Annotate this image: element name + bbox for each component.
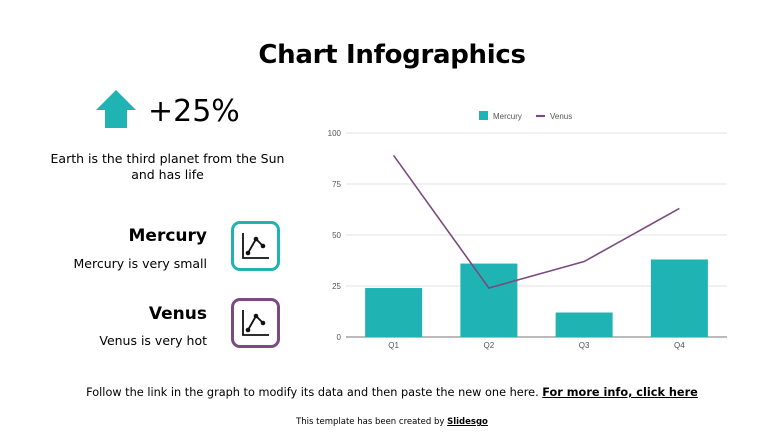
mercury-icon-box — [231, 221, 280, 271]
mercury-description: Mercury is very small — [73, 256, 208, 271]
venus-icon-box — [231, 298, 280, 348]
x-tick-label: Q2 — [484, 341, 495, 350]
mercury-title: Mercury — [128, 226, 207, 246]
footer-text: Follow the link in the graph to modify i… — [86, 386, 543, 399]
venus-title: Venus — [148, 304, 207, 324]
bar-mercury — [555, 312, 613, 337]
stat-value: +25% — [148, 94, 240, 129]
line-chart-icon — [241, 310, 269, 336]
combo-chart: 0 25 50 75 100 Q1 Q2 Q3 Q4 Mercury Venus — [328, 111, 727, 350]
legend-label-venus: Venus — [550, 112, 572, 121]
legend-label-mercury: Mercury — [493, 112, 522, 121]
y-tick-label: 100 — [328, 129, 342, 138]
y-tick-label: 0 — [337, 333, 342, 342]
y-tick-label: 75 — [332, 180, 341, 189]
venus-description: Venus is very hot — [99, 333, 207, 348]
x-tick-label: Q3 — [579, 341, 590, 350]
slidesgo-link[interactable]: Slidesgo — [447, 417, 488, 427]
legend-swatch-mercury — [479, 111, 488, 120]
slide-title: Chart Infographics — [258, 40, 526, 70]
stat-description: Earth is the third planet from the Sun a… — [50, 151, 285, 182]
y-tick-label: 50 — [332, 231, 341, 240]
x-tick-label: Q1 — [388, 341, 399, 350]
bar-mercury — [460, 263, 518, 337]
y-tick-label: 25 — [332, 282, 341, 291]
credit-text: This template has been created by — [296, 417, 448, 427]
credit-note: This template has been created by Slides… — [0, 417, 784, 427]
more-info-link[interactable]: For more info, click here — [542, 386, 698, 399]
bar-mercury — [365, 288, 423, 337]
x-tick-label: Q4 — [674, 341, 685, 350]
footer-note: Follow the link in the graph to modify i… — [0, 386, 784, 399]
arrow-up-icon — [96, 90, 136, 128]
bar-mercury — [650, 259, 708, 337]
line-venus — [392, 154, 680, 289]
line-chart-icon — [241, 233, 269, 259]
